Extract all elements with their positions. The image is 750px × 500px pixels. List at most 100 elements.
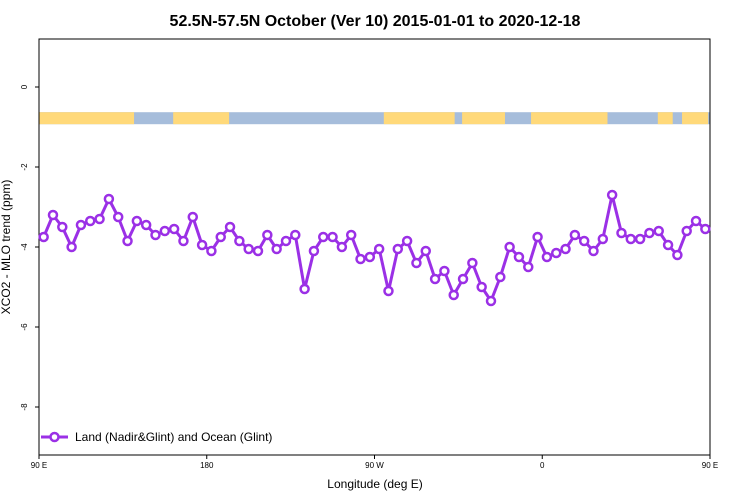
data-point (439, 265, 450, 277)
chart-title: 52.5N-57.5N October (Ver 10) 2015-01-01 … (170, 13, 581, 30)
data-point (215, 231, 226, 243)
y-tick-label: -2 (20, 163, 29, 171)
legend-marker-swatch (49, 431, 60, 443)
data-point (159, 225, 171, 237)
data-point (243, 243, 254, 255)
data-point (140, 219, 152, 231)
data-point (196, 239, 208, 251)
x-tick-label: 90 W (365, 461, 384, 470)
data-point (122, 235, 133, 247)
data-point (634, 233, 646, 245)
data-point (467, 257, 478, 269)
data-point (392, 243, 404, 255)
data-point (541, 251, 553, 263)
data-point (373, 243, 385, 255)
data-point (224, 221, 236, 233)
data-point (485, 295, 497, 307)
data-point (234, 235, 245, 247)
data-point (662, 239, 674, 251)
data-point (308, 245, 320, 257)
data-point (383, 285, 394, 297)
data-point (187, 211, 199, 223)
x-tick-label: 90 E (31, 461, 47, 470)
data-point (103, 193, 115, 205)
x-tick-label: 180 (200, 461, 214, 470)
series-layer (38, 189, 711, 307)
x-axis-ticks: 90 E 180 90 W 0 90 E (31, 455, 718, 470)
land-strip-segment (173, 112, 230, 125)
land-strip-segment (682, 112, 709, 125)
data-point (401, 235, 413, 247)
y-tick-label: -4 (20, 243, 29, 251)
data-point (513, 251, 525, 263)
data-point (355, 253, 366, 265)
data-point (411, 257, 422, 269)
data-point (131, 215, 143, 227)
data-point (150, 229, 161, 241)
data-point (57, 221, 68, 233)
data-point (700, 223, 711, 235)
legend-entry-label: Land (Nadir&Glint) and Ocean (Glint) (75, 430, 272, 444)
data-point (420, 245, 432, 257)
data-point (606, 189, 618, 201)
legend: Land (Nadir&Glint) and Ocean (Glint) (41, 430, 272, 444)
data-point (168, 223, 180, 235)
data-point (252, 245, 264, 257)
data-point (644, 227, 655, 239)
y-tick-label: -6 (20, 323, 29, 331)
y-axis-label: XCO2 - MLO trend (ppm) (0, 180, 13, 315)
data-point (476, 281, 487, 293)
data-point (178, 235, 189, 247)
data-point (560, 243, 571, 255)
data-point (625, 233, 637, 245)
data-point (588, 245, 599, 257)
data-point (290, 229, 301, 241)
data-point (206, 245, 217, 257)
data-point (327, 231, 338, 243)
data-point (550, 247, 562, 259)
data-point (317, 231, 329, 243)
data-point (38, 231, 49, 243)
y-tick-label: -8 (20, 403, 29, 411)
x-axis-label: Longitude (deg E) (327, 477, 422, 491)
data-point (75, 219, 87, 231)
x-tick-label: 0 (540, 461, 545, 470)
data-point (569, 229, 581, 241)
y-tick-label: 0 (20, 84, 29, 89)
data-point (364, 251, 376, 263)
data-point (448, 289, 459, 301)
land-strip-segment (657, 112, 673, 125)
data-point (112, 211, 124, 223)
y-axis-ticks: 0 -2 -4 -6 -8 (20, 84, 39, 411)
data-point (47, 209, 59, 221)
data-point (271, 243, 282, 255)
data-point (504, 241, 515, 253)
surface-strip (39, 112, 710, 125)
land-strip-segment (383, 112, 455, 125)
x-tick-label: 90 E (702, 461, 718, 470)
data-point (672, 249, 683, 261)
data-point (690, 215, 702, 227)
data-point (345, 229, 357, 241)
data-point (495, 271, 506, 283)
data-point (457, 273, 469, 285)
data-point (262, 229, 273, 241)
data-point (85, 215, 96, 227)
data-point (597, 233, 609, 245)
data-point (532, 231, 543, 243)
data-point (578, 235, 590, 247)
data-point (429, 273, 441, 285)
data-point (299, 283, 310, 295)
data-point (94, 213, 105, 225)
data-point (653, 225, 664, 237)
land-strip-segment (39, 112, 135, 125)
data-point (336, 241, 348, 253)
data-point (280, 235, 292, 247)
land-strip-segment (462, 112, 505, 125)
ocean-strip (39, 112, 710, 125)
data-point (66, 241, 77, 253)
land-strip-segment (531, 112, 608, 125)
data-point (681, 225, 692, 237)
data-point (616, 227, 627, 239)
